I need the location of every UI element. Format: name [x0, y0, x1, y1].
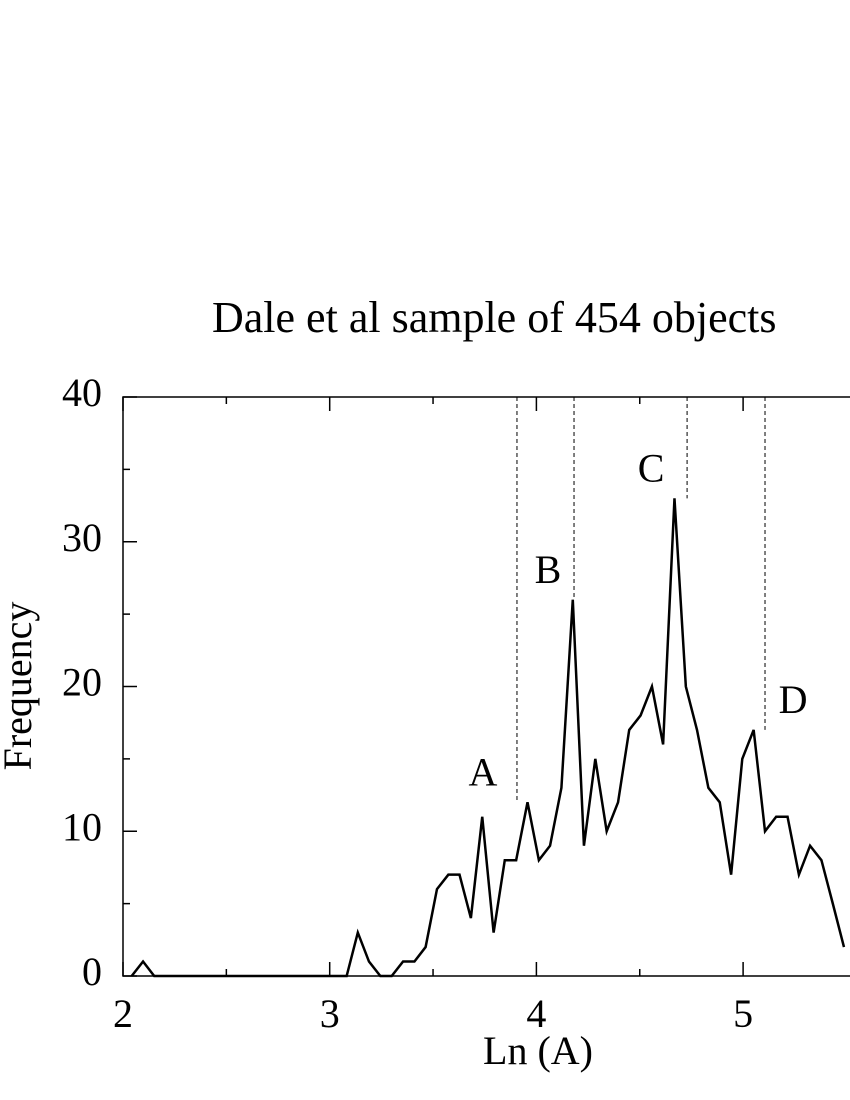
- y-tick-label: 40: [62, 370, 102, 415]
- marker-label: C: [638, 445, 665, 490]
- y-axis-label: Frequency: [0, 602, 40, 771]
- y-tick-label: 20: [62, 660, 102, 705]
- marker-label: D: [779, 677, 808, 722]
- x-axis-label: Ln (A): [483, 1028, 593, 1073]
- chart-title: Dale et al sample of 454 objects: [212, 293, 776, 342]
- marker-label: B: [535, 547, 562, 592]
- y-tick-label: 0: [82, 949, 102, 994]
- x-tick-label: 3: [320, 991, 340, 1036]
- y-tick-label: 10: [62, 804, 102, 849]
- marker-label: A: [469, 749, 498, 794]
- plot-frame: [122, 396, 850, 977]
- data-line: [130, 498, 846, 978]
- x-tick-label: 4: [526, 991, 546, 1036]
- x-tick-label: 5: [733, 991, 753, 1036]
- y-tick-label: 30: [62, 515, 102, 560]
- x-tick-label: 2: [113, 991, 133, 1036]
